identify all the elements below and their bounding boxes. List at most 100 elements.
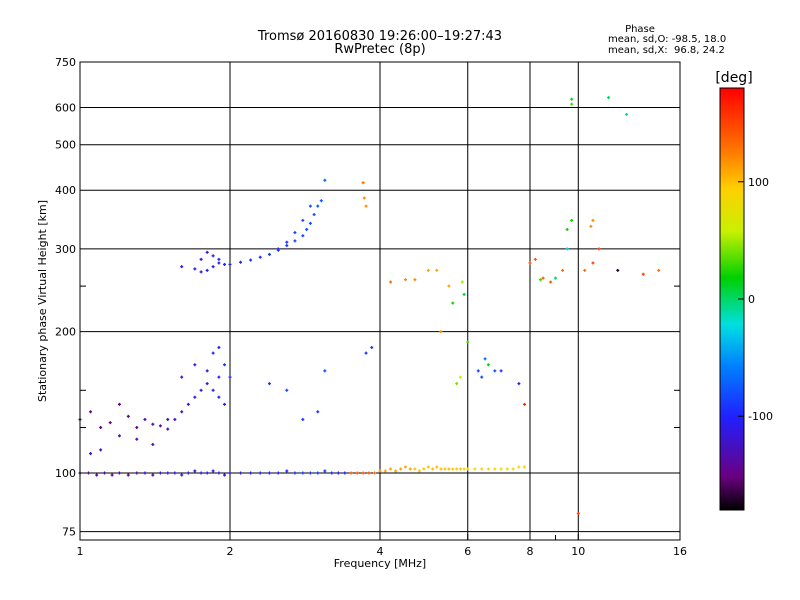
data-point xyxy=(408,467,412,471)
data-point xyxy=(435,268,439,272)
data-point xyxy=(641,272,645,276)
data-point xyxy=(541,276,545,280)
data-point xyxy=(135,425,139,429)
data-point xyxy=(205,369,209,373)
data-point xyxy=(523,465,527,469)
data-point xyxy=(553,276,557,280)
data-point xyxy=(193,267,197,271)
y-tick-label: 750 xyxy=(55,56,76,69)
y-tick-label: 200 xyxy=(55,326,76,339)
data-point xyxy=(211,265,215,269)
data-point xyxy=(364,351,368,355)
data-point xyxy=(493,467,497,471)
data-point xyxy=(180,375,184,379)
y-tick-label: 600 xyxy=(55,102,76,115)
x-tick-label: 6 xyxy=(464,545,471,558)
data-point xyxy=(305,227,309,231)
data-point xyxy=(308,471,312,475)
data-point xyxy=(180,410,184,414)
data-point xyxy=(217,375,221,379)
y-tick-label: 75 xyxy=(62,526,76,539)
data-point xyxy=(205,250,209,254)
data-point xyxy=(364,204,368,208)
data-point xyxy=(361,471,365,475)
data-point xyxy=(166,427,170,431)
data-point xyxy=(316,204,320,208)
data-point xyxy=(99,448,103,452)
data-point xyxy=(285,388,289,392)
data-point xyxy=(462,467,466,471)
data-point xyxy=(451,301,455,305)
data-point xyxy=(223,402,227,406)
data-point xyxy=(223,262,227,266)
data-point xyxy=(126,414,130,418)
data-point xyxy=(486,363,490,367)
data-point xyxy=(211,469,215,473)
data-point xyxy=(607,96,611,100)
data-point xyxy=(362,196,366,200)
data-point xyxy=(451,467,455,471)
data-point xyxy=(378,469,382,473)
data-point xyxy=(389,467,393,471)
y-tick-label: 400 xyxy=(55,184,76,197)
phase-box-line-x: mean, sd,X: 96.8, 24.2 xyxy=(608,45,725,56)
data-point xyxy=(480,467,484,471)
data-point xyxy=(143,417,147,421)
data-point xyxy=(399,467,403,471)
data-point xyxy=(455,382,459,386)
data-point xyxy=(435,465,439,469)
data-point xyxy=(151,473,155,477)
data-point xyxy=(460,280,464,284)
data-point xyxy=(539,278,543,282)
y-tick-label: 500 xyxy=(55,139,76,152)
data-point xyxy=(323,369,327,373)
data-point xyxy=(180,265,184,269)
data-point xyxy=(316,410,320,414)
data-point xyxy=(330,471,334,475)
data-point xyxy=(370,346,374,350)
data-point xyxy=(193,363,197,367)
data-point xyxy=(99,425,103,429)
x-tick-label: 16 xyxy=(673,545,687,558)
data-point xyxy=(483,357,487,361)
data-point xyxy=(217,346,221,350)
data-point xyxy=(349,471,353,475)
data-point xyxy=(117,402,121,406)
data-point xyxy=(473,467,477,471)
data-point xyxy=(447,284,451,288)
data-point xyxy=(431,467,435,471)
data-point xyxy=(108,421,112,425)
data-point xyxy=(110,473,114,477)
data-point xyxy=(239,260,243,264)
data-point xyxy=(308,221,312,225)
data-point xyxy=(301,417,305,421)
data-point xyxy=(293,471,297,475)
data-point xyxy=(143,471,147,475)
data-point xyxy=(223,473,227,477)
colorbar-tick-label: 0 xyxy=(748,293,755,306)
chart-subtitle: RwPretec (8p) xyxy=(334,42,425,57)
data-point xyxy=(439,467,443,471)
data-point xyxy=(267,471,271,475)
data-point xyxy=(517,382,521,386)
data-point xyxy=(319,199,323,203)
data-point xyxy=(336,471,340,475)
data-point xyxy=(173,471,177,475)
data-point xyxy=(199,257,203,261)
data-point xyxy=(276,247,280,251)
data-point xyxy=(267,382,271,386)
data-point xyxy=(285,240,289,244)
data-point xyxy=(591,218,595,222)
data-point xyxy=(570,102,574,106)
data-point xyxy=(447,467,451,471)
data-point xyxy=(523,402,527,406)
colorbar-tick-label: -100 xyxy=(748,410,773,423)
data-point xyxy=(223,363,227,367)
data-point xyxy=(217,261,221,265)
data-point xyxy=(301,218,305,222)
data-point xyxy=(186,471,190,475)
data-point xyxy=(443,467,447,471)
data-point xyxy=(583,268,587,272)
y-axis-label: Stationary phase Virtual Height [km] xyxy=(36,200,49,402)
data-point xyxy=(249,258,253,262)
